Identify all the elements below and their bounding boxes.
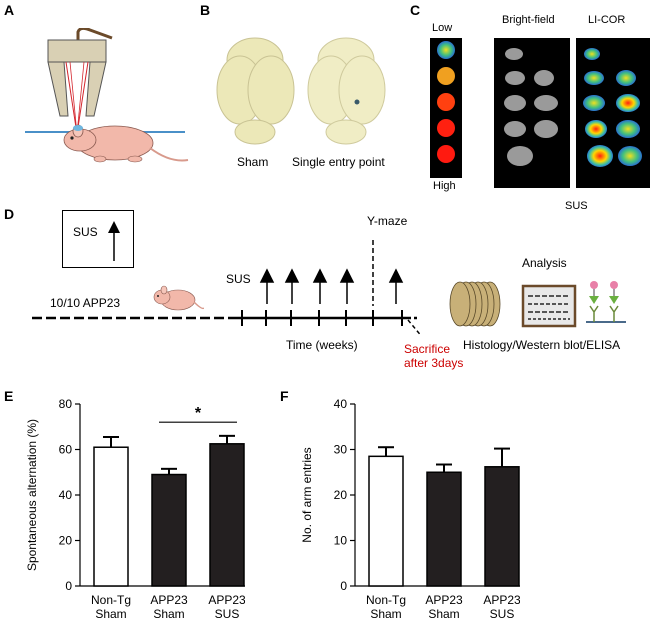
legend-box: SUS <box>62 210 134 268</box>
y-tick-label: 20 <box>59 534 73 548</box>
analysis-illustrations <box>449 281 626 328</box>
x-tick-label: SUS <box>215 607 240 621</box>
y-tick-label: 10 <box>334 534 348 548</box>
bar-0 <box>368 455 404 587</box>
brain-sham <box>216 37 295 145</box>
time-label: Time (weeks) <box>286 338 358 352</box>
panel-letter-c: C <box>410 2 421 18</box>
x-tick-label: APP23 <box>208 593 245 607</box>
panel-letter-b: B <box>200 2 211 18</box>
y-tick-label: 60 <box>59 443 73 457</box>
sacrifice-label-line2: after 3days <box>404 356 464 370</box>
western-blot-icon <box>521 284 577 328</box>
brain-label-single-entry: Single entry point <box>292 155 385 169</box>
brightfield-label: Bright-field <box>502 14 555 26</box>
panel-letter-f: F <box>280 388 289 404</box>
bar-2 <box>484 466 520 587</box>
brain-single-entry <box>307 37 386 145</box>
mouse-icon <box>153 285 204 311</box>
elisa-icon <box>586 281 626 323</box>
chart-e: 0 20 40 60 80 Spontaneous alternation (%) Non-… <box>25 397 245 621</box>
bar-1 <box>426 471 462 587</box>
x-tick-label: SUS <box>490 607 515 621</box>
sus-label: SUS <box>226 272 251 286</box>
sacrifice-label-line1: Sacrifice <box>404 342 451 356</box>
bar-1 <box>151 473 187 587</box>
x-tick-label: APP23 <box>425 593 463 607</box>
y-tick-label: 40 <box>334 397 348 411</box>
y-tick-label: 0 <box>340 579 347 593</box>
significance-marker: * <box>195 405 202 422</box>
timeline <box>32 240 422 335</box>
y-tick-label: 40 <box>59 488 73 502</box>
y-axis-label: Spontaneous alternation (%) <box>25 419 39 571</box>
legend-arrow-icon <box>108 221 120 261</box>
brain-photos <box>216 37 386 145</box>
x-tick-label: Non-Tg <box>366 593 406 607</box>
x-tick-label: Non-Tg <box>91 593 131 607</box>
x-tick-label: APP23 <box>150 593 188 607</box>
x-tick-label: Sham <box>428 607 459 621</box>
licor-imaging <box>430 38 650 188</box>
panel-letter-d: D <box>4 206 15 222</box>
methods-label: Histology/Western blot/ELISA <box>463 338 621 352</box>
y-tick-label: 80 <box>59 397 73 411</box>
mouse-label: 10/10 APP23 <box>50 296 121 310</box>
panel-letter-a: A <box>4 2 15 18</box>
y-tick-label: 0 <box>65 579 72 593</box>
analysis-label: Analysis <box>522 256 567 270</box>
x-tick-label: APP23 <box>483 593 520 607</box>
y-tick-label: 30 <box>334 443 348 457</box>
bar-0 <box>93 446 129 587</box>
scale-low-label: Low <box>432 22 453 34</box>
licor-label: LI-COR <box>588 14 626 26</box>
bar-2 <box>209 443 245 587</box>
y-axis-label: No. of arm entries <box>300 447 314 542</box>
legend-sus-label: SUS <box>73 225 98 239</box>
x-tick-label: Sham <box>370 607 401 621</box>
x-tick-label: Sham <box>95 607 126 621</box>
y-tick-label: 20 <box>334 488 348 502</box>
brain-slices-icon <box>449 281 501 327</box>
ymaze-label: Y-maze <box>367 214 408 228</box>
ultrasound-setup-illustration <box>25 28 189 163</box>
brain-label-sham: Sham <box>237 155 269 169</box>
panel-c-caption: SUS <box>565 200 588 212</box>
sus-arrows <box>259 268 404 304</box>
scale-high-label: High <box>433 180 456 192</box>
panel-letter-e: E <box>4 388 14 404</box>
x-tick-label: Sham <box>153 607 184 621</box>
